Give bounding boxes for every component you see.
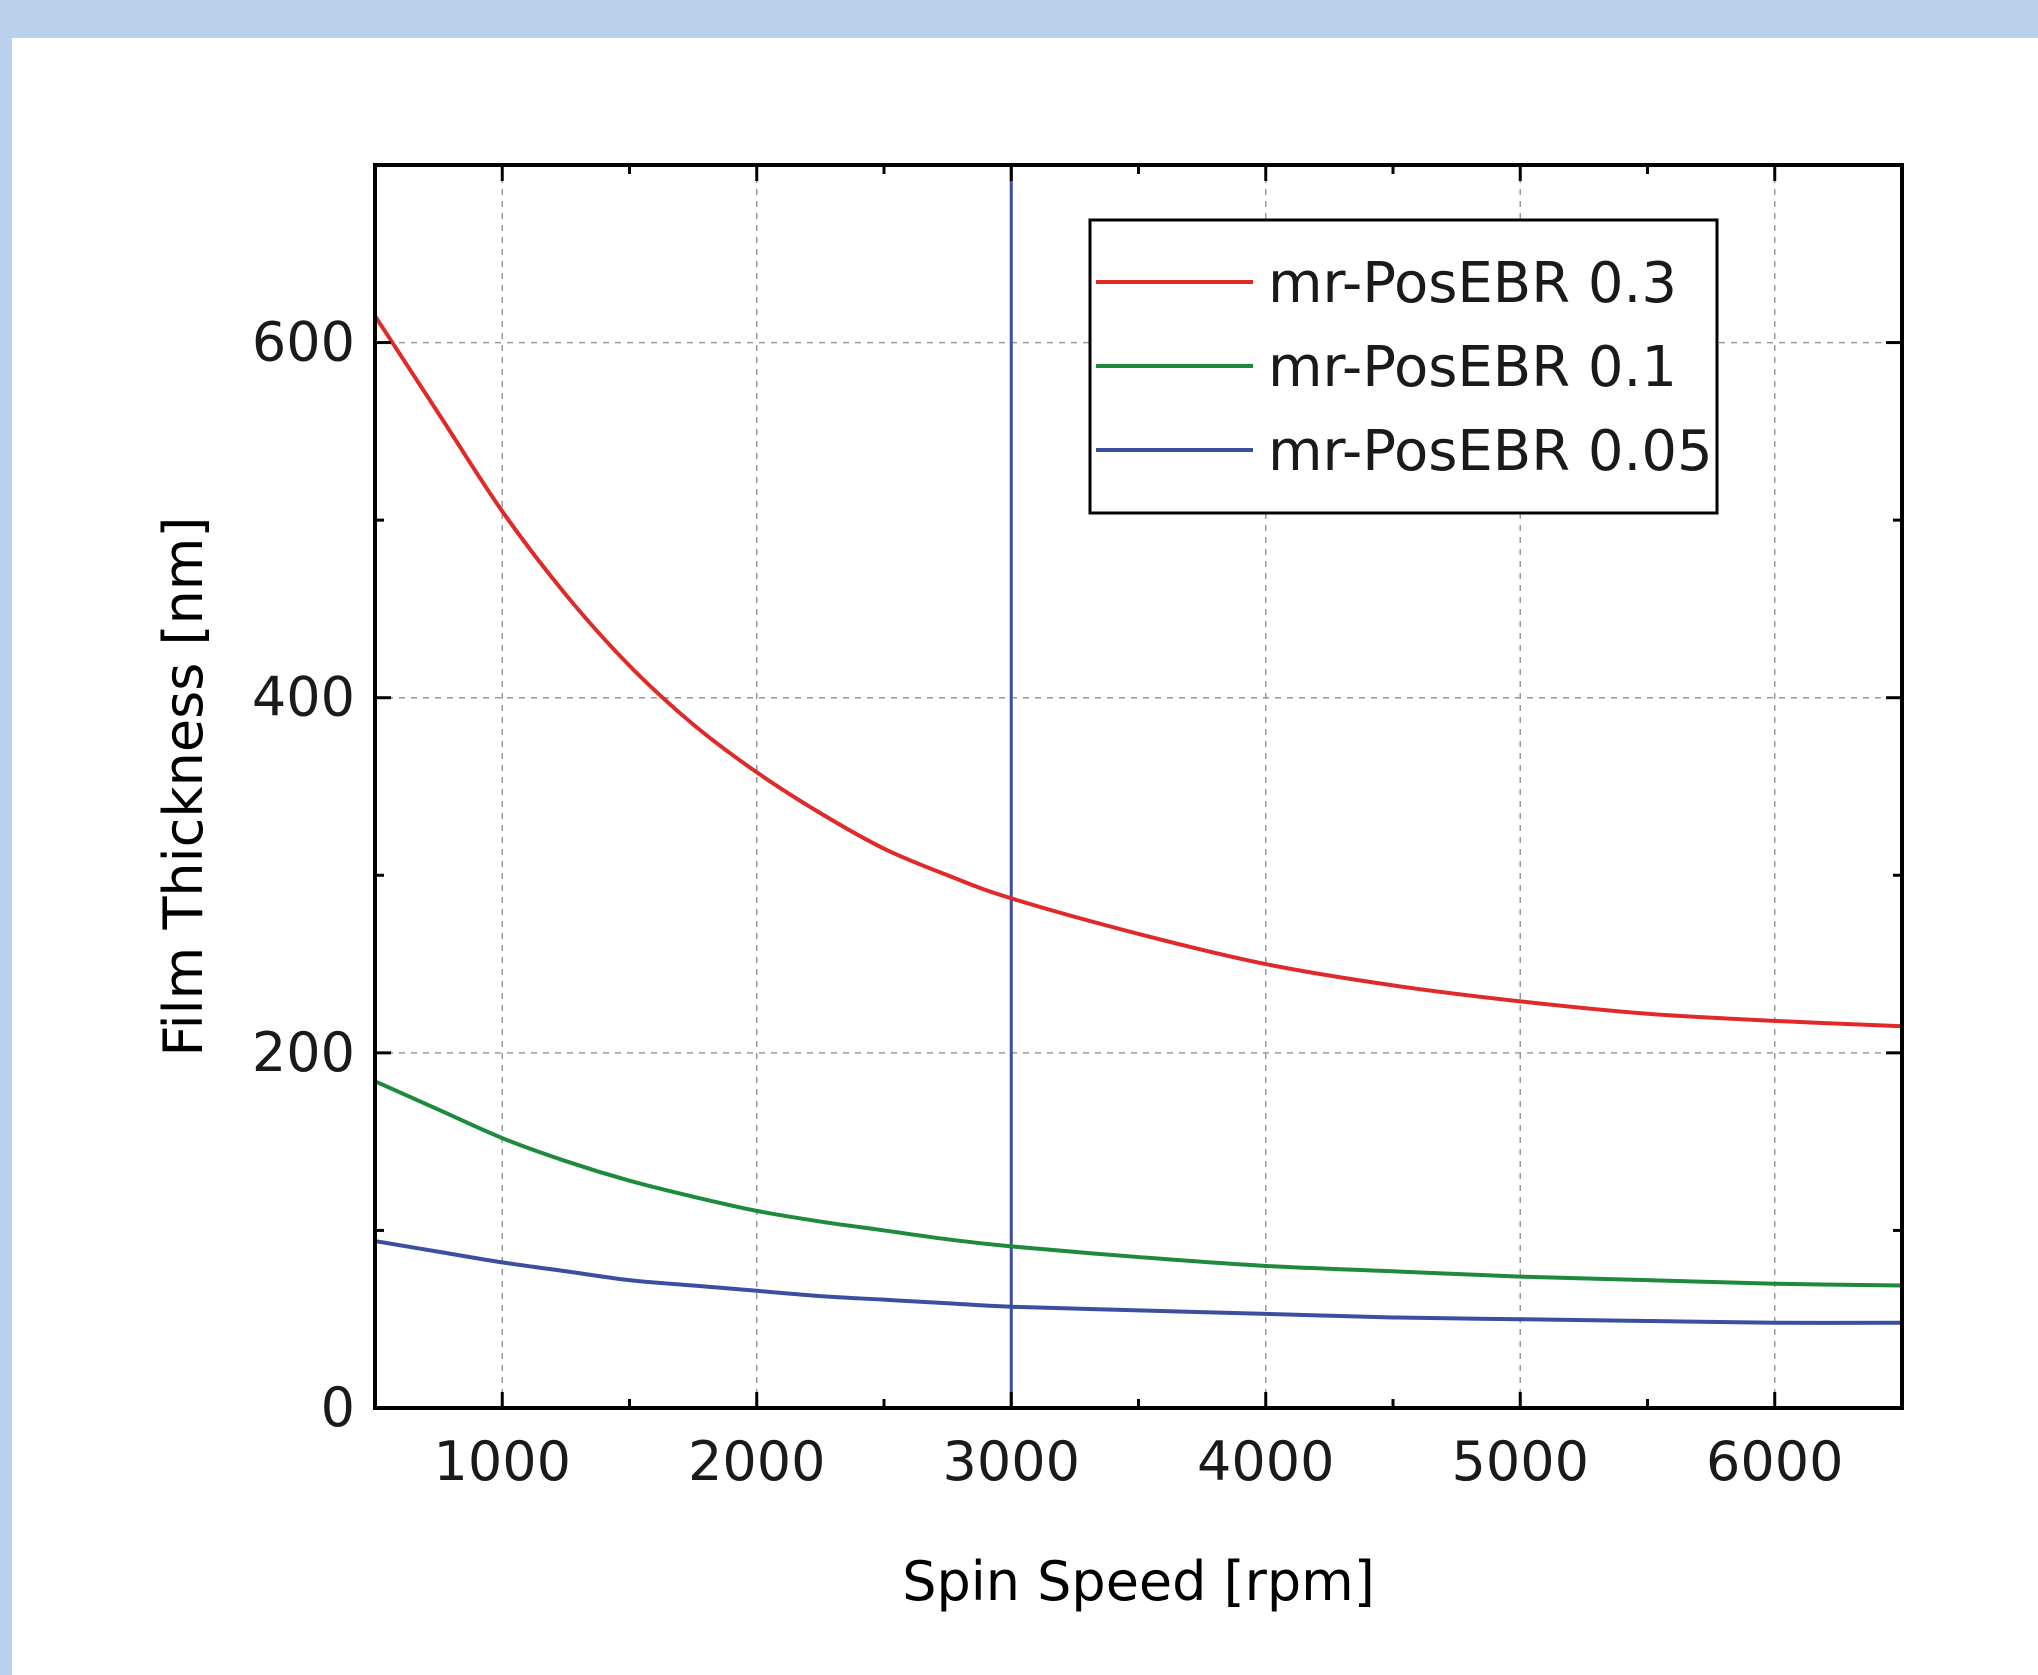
legend-label: mr-PosEBR 0.3 [1268,251,1677,316]
x-tick-label: 3000 [943,1430,1080,1493]
legend-label: mr-PosEBR 0.05 [1268,419,1713,484]
x-tick-label: 4000 [1197,1430,1334,1493]
y-axis-title: Film Thickness [nm] [152,517,215,1057]
series-line-2 [374,1239,1903,1325]
y-tick-label: 400 [252,666,355,729]
x-tick-label: 6000 [1706,1430,1843,1493]
y-tick-label: 0 [321,1376,355,1439]
y-tick-label: 200 [252,1021,355,1084]
legend-label: mr-PosEBR 0.1 [1268,335,1677,400]
y-tick-label: 600 [252,311,355,374]
x-tick-label: 2000 [688,1430,825,1493]
series-line-1 [374,1079,1903,1288]
legend: mr-PosEBR 0.3 mr-PosEBR 0.1 mr-PosEBR 0.05 [1088,218,1719,515]
x-tick-label: 5000 [1452,1430,1589,1493]
ticks [373,163,1904,1410]
series-line-0 [373,314,1903,1029]
series-group [373,314,1903,1325]
x-axis-title: Spin Speed [rpm] [902,1550,1375,1613]
tick-labels: 1000 2000 3000 4000 5000 6000 0 200 400 600 [252,311,1844,1493]
x-tick-label: 1000 [434,1430,571,1493]
